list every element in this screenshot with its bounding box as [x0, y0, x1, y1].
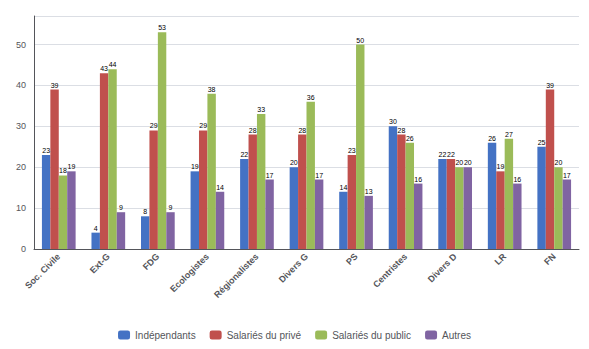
svg-text:18: 18 [59, 167, 67, 174]
svg-text:36: 36 [307, 94, 315, 101]
svg-text:20: 20 [455, 159, 463, 166]
svg-text:39: 39 [546, 82, 554, 89]
svg-text:22: 22 [240, 151, 248, 158]
svg-text:27: 27 [505, 131, 513, 138]
svg-text:10: 10 [16, 203, 26, 213]
svg-text:50: 50 [356, 37, 364, 44]
svg-text:Indépendants: Indépendants [135, 330, 196, 341]
svg-text:Divers D: Divers D [426, 251, 459, 284]
svg-text:20: 20 [290, 159, 298, 166]
svg-text:9: 9 [169, 204, 173, 211]
svg-text:20: 20 [464, 159, 472, 166]
svg-text:Régionalistes: Régionalistes [212, 251, 260, 299]
svg-text:30: 30 [16, 121, 26, 131]
svg-text:44: 44 [109, 61, 117, 68]
svg-text:PS: PS [344, 251, 360, 267]
svg-text:40: 40 [16, 80, 26, 90]
svg-text:33: 33 [257, 106, 265, 113]
svg-text:19: 19 [191, 163, 199, 170]
svg-text:Ext-G: Ext-G [88, 251, 112, 275]
svg-text:26: 26 [406, 135, 414, 142]
svg-text:Soc. Civile: Soc. Civile [23, 251, 62, 290]
svg-text:19: 19 [497, 163, 505, 170]
svg-text:16: 16 [513, 176, 521, 183]
svg-text:30: 30 [389, 118, 397, 125]
svg-text:Salariés du public: Salariés du public [332, 330, 411, 341]
svg-text:29: 29 [150, 122, 158, 129]
svg-text:26: 26 [488, 135, 496, 142]
svg-text:LR: LR [493, 251, 509, 267]
svg-text:22: 22 [439, 151, 447, 158]
svg-text:4: 4 [94, 225, 98, 232]
svg-text:28: 28 [397, 127, 405, 134]
svg-text:22: 22 [447, 151, 455, 158]
svg-text:28: 28 [249, 127, 257, 134]
svg-text:17: 17 [563, 172, 571, 179]
svg-text:FDG: FDG [141, 251, 161, 271]
svg-text:14: 14 [340, 184, 348, 191]
svg-text:17: 17 [266, 172, 274, 179]
svg-text:50: 50 [16, 40, 26, 50]
svg-text:23: 23 [42, 147, 50, 154]
svg-text:Centristes: Centristes [371, 251, 409, 289]
svg-text:Ecologistes: Ecologistes [168, 251, 211, 294]
svg-text:Autres: Autres [442, 330, 471, 341]
svg-text:39: 39 [51, 82, 59, 89]
svg-text:28: 28 [298, 127, 306, 134]
svg-text:Salariés du privé: Salariés du privé [227, 330, 302, 341]
svg-text:29: 29 [199, 122, 207, 129]
svg-text:13: 13 [365, 188, 373, 195]
svg-text:43: 43 [100, 65, 108, 72]
svg-text:14: 14 [216, 184, 224, 191]
svg-text:53: 53 [158, 24, 166, 31]
svg-text:Divers G: Divers G [277, 251, 310, 284]
svg-text:FN: FN [542, 251, 558, 267]
svg-text:9: 9 [119, 204, 123, 211]
svg-text:17: 17 [315, 172, 323, 179]
svg-text:38: 38 [208, 86, 216, 93]
svg-text:0: 0 [21, 244, 26, 254]
svg-text:8: 8 [143, 208, 147, 215]
svg-text:20: 20 [16, 162, 26, 172]
svg-text:20: 20 [555, 159, 563, 166]
svg-text:23: 23 [348, 147, 356, 154]
svg-text:25: 25 [538, 139, 546, 146]
svg-text:19: 19 [68, 163, 76, 170]
svg-text:16: 16 [414, 176, 422, 183]
